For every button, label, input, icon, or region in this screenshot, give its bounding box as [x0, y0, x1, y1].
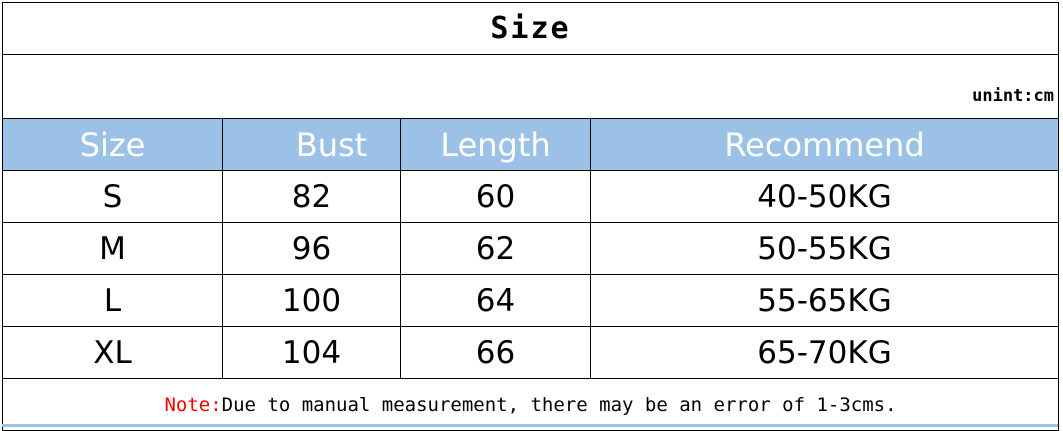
cell-length: 62 — [400, 222, 591, 275]
cell-recommend: 55-65KG — [590, 274, 1059, 327]
header-row: Size Bust Length Recommend — [2, 118, 1059, 171]
note-text: Due to manual measurement, there may be … — [221, 393, 897, 416]
cell-recommend: 40-50KG — [590, 170, 1059, 223]
table-row: M 96 62 50-55KG — [2, 222, 1059, 275]
column-header-length: Length — [400, 118, 591, 171]
cell-size: M — [2, 222, 223, 275]
cell-length: 60 — [400, 170, 591, 223]
note-label: Note: — [164, 393, 222, 416]
cell-size: S — [2, 170, 223, 223]
cell-recommend: 65-70KG — [590, 326, 1059, 379]
cell-recommend: 50-55KG — [590, 222, 1059, 275]
note: Note:Due to manual measurement, there ma… — [2, 378, 1059, 431]
column-header-bust: Bust — [222, 118, 401, 171]
cell-bust: 100 — [222, 274, 401, 327]
cell-size: XL — [2, 326, 223, 379]
table-title: Size — [2, 2, 1059, 55]
cell-bust: 104 — [222, 326, 401, 379]
column-header-size: Size — [2, 118, 223, 171]
cell-bust: 82 — [222, 170, 401, 223]
table-row: S 82 60 40-50KG — [2, 170, 1059, 223]
cell-bust: 96 — [222, 222, 401, 275]
cell-size: L — [2, 274, 223, 327]
bottom-strip — [2, 424, 1058, 427]
unit-label: unint:cm — [2, 54, 1059, 119]
cell-length: 64 — [400, 274, 591, 327]
column-header-recommend: Recommend — [590, 118, 1059, 171]
cell-length: 66 — [400, 326, 591, 379]
table-row: L 100 64 55-65KG — [2, 274, 1059, 327]
table-row: XL 104 66 65-70KG — [2, 326, 1059, 379]
